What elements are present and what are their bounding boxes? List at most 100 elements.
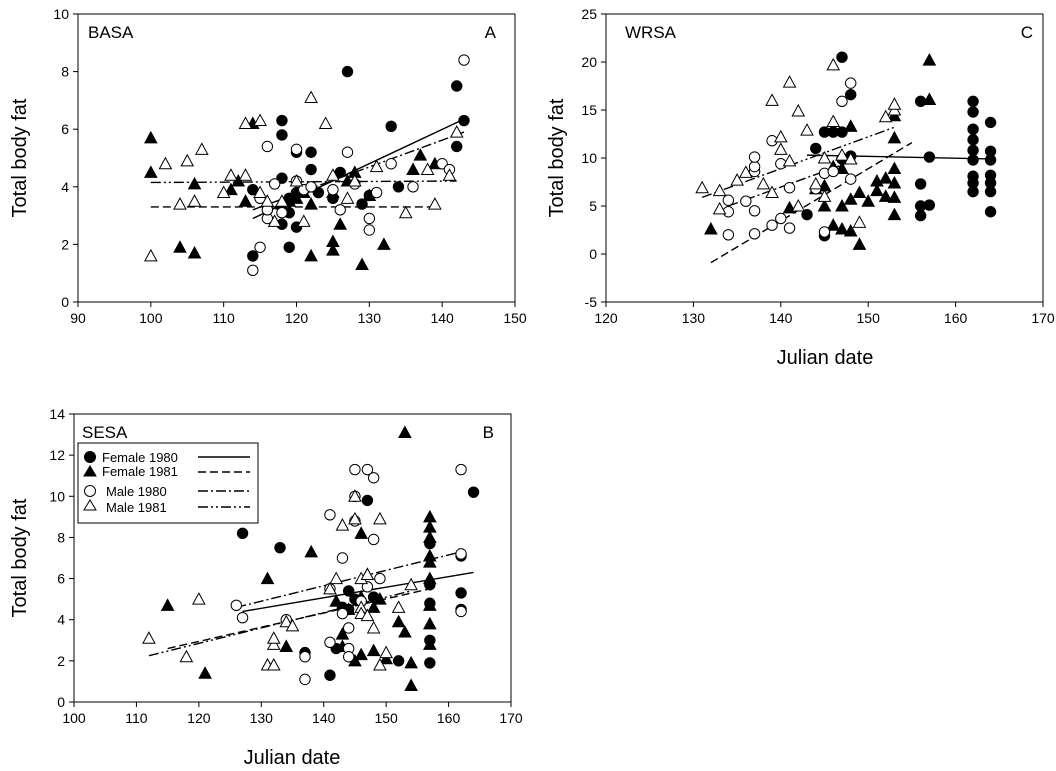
data-point-open-circle (748, 205, 761, 217)
data-point-open-triangle (158, 156, 173, 170)
data-point-open-triangle (712, 201, 727, 215)
data-point-filled-triangle (398, 625, 412, 638)
x-axis-title: Julian date (244, 747, 341, 769)
data-point-filled-triangle (852, 237, 867, 250)
data-point-open-triangle (335, 518, 350, 531)
data-point-open-circle (327, 183, 339, 196)
data-point-open-circle (342, 622, 355, 634)
y-tick-label: 8 (57, 529, 65, 545)
data-point-open-circle (254, 241, 266, 253)
data-point-filled-triangle (887, 130, 902, 144)
data-point-open-triangle (852, 215, 867, 228)
data-point-filled-circle (324, 669, 336, 681)
y-tick-label: 5 (589, 198, 597, 214)
data-point-open-triangle (187, 194, 202, 207)
x-axis-title: Julian date (777, 347, 874, 369)
data-point-open-circle (455, 548, 467, 560)
data-point-filled-circle (914, 209, 927, 222)
data-point-filled-triangle (326, 243, 340, 256)
fit-line-dash (167, 588, 430, 650)
x-tick-label: 170 (499, 710, 523, 726)
fit-line-dash (710, 142, 913, 264)
data-point-open-triangle (238, 168, 253, 181)
y-tick-label: 10 (581, 150, 597, 166)
species-label: SESA (82, 423, 128, 442)
data-point-open-circle (336, 607, 349, 620)
data-point-filled-circle (392, 655, 405, 667)
data-point-filled-circle (274, 542, 286, 554)
data-point-filled-circle (967, 95, 979, 108)
data-point-open-triangle (267, 214, 282, 227)
panel-letter: A (485, 23, 497, 42)
data-point-open-triangle (738, 165, 753, 178)
plot-frame (73, 413, 512, 703)
data-point-filled-circle (467, 486, 480, 498)
data-point-open-triangle (791, 198, 806, 212)
fit-line-dashdotdot (701, 126, 895, 199)
data-point-open-triangle (323, 581, 337, 595)
y-tick-label: 0 (589, 246, 597, 262)
data-point-filled-circle (923, 199, 936, 211)
data-point-open-triangle (826, 57, 841, 71)
data-point-open-circle (336, 552, 349, 564)
data-point-open-circle (722, 194, 735, 206)
data-point-open-triangle (835, 148, 849, 161)
data-point-filled-triangle (354, 647, 369, 661)
data-point-open-triangle (420, 162, 435, 176)
data-point-open-triangle (266, 657, 281, 671)
data-points (142, 425, 480, 692)
legend-entry: Female 1981 (83, 464, 250, 479)
data-point-open-triangle (756, 176, 771, 190)
x-tick-label: 160 (437, 710, 461, 726)
data-point-filled-triangle (878, 189, 893, 202)
y-tick-label: 25 (581, 6, 597, 22)
data-point-filled-triangle (304, 248, 318, 262)
species-label: WRSA (625, 23, 677, 42)
data-point-open-circle (324, 509, 336, 521)
data-point-open-triangle (266, 631, 281, 644)
data-point-filled-triangle (304, 197, 318, 210)
legend-marker-open-circle (84, 485, 96, 497)
data-point-open-triangle (449, 125, 464, 138)
data-point-open-triangle (348, 489, 362, 502)
y-tick-label: 2 (57, 653, 65, 669)
data-point-filled-triangle (835, 198, 849, 212)
data-point-open-triangle (782, 153, 797, 167)
data-point-filled-circle (424, 657, 436, 669)
data-point-filled-circle (836, 126, 848, 138)
data-point-filled-circle (845, 88, 857, 101)
data-point-open-triangle (224, 168, 238, 181)
data-point-open-circle (230, 599, 243, 612)
data-point-open-triangle (878, 109, 893, 123)
y-axis-title: Total body fat (9, 98, 31, 217)
y-axis-title: Total body fat (9, 498, 31, 617)
data-point-open-triangle (340, 191, 355, 204)
data-point-open-triangle (347, 173, 362, 187)
data-point-filled-circle (458, 114, 470, 127)
legend: Female 1980 Female 1981 Male 1980 Male 1… (77, 442, 259, 524)
x-tick-label: 170 (1031, 310, 1055, 326)
data-point-filled-triangle (304, 544, 319, 558)
y-axis-title: Total body fat (546, 98, 568, 217)
panel-wrsa: WRSA C Total body fat Julian date 120 130… (546, 6, 1055, 369)
data-point-open-circle (407, 181, 419, 193)
data-point-open-triangle (266, 637, 281, 650)
data-point-filled-triangle (887, 175, 902, 189)
data-point-filled-circle (385, 120, 397, 133)
data-point-filled-triangle (187, 245, 202, 259)
data-point-filled-circle (967, 144, 979, 157)
data-point-filled-triangle (366, 643, 381, 657)
data-point-filled-triangle (835, 221, 849, 235)
fit-line-dashdot (236, 551, 462, 609)
data-point-open-circle (766, 219, 778, 231)
x-tick-label: 100 (62, 710, 86, 726)
data-point-open-triangle (391, 600, 406, 613)
data-point-filled-circle (392, 181, 405, 193)
data-point-filled-triangle (238, 194, 253, 207)
data-point-filled-triangle (143, 130, 158, 144)
data-point-filled-circle (451, 80, 463, 92)
y-tick-label: 10 (53, 6, 69, 22)
y-tick-label: 2 (61, 236, 69, 252)
y-tick-label: 8 (61, 64, 69, 80)
